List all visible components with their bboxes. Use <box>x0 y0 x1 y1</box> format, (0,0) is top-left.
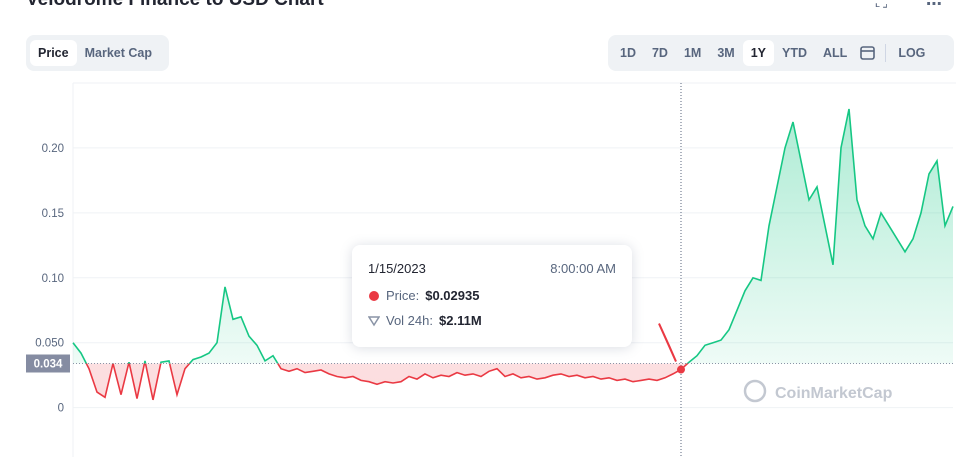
price-line-above <box>72 108 954 364</box>
watermark: CoinMarketCap <box>775 385 893 402</box>
range-button[interactable]: YTD <box>782 46 808 60</box>
arrow <box>658 323 677 362</box>
tooltip: 1/15/2023 8:00:00 AM Price: $0.02935 Vol… <box>352 245 632 347</box>
tooltip-price-row: Price: $0.02935 <box>368 288 479 303</box>
range-button[interactable]: 1Y <box>742 40 775 66</box>
y-tick-label: 0 <box>58 403 64 415</box>
tooltip-volume-label: Vol 24h: <box>386 313 433 328</box>
price-dot <box>369 290 379 301</box>
range-button[interactable]: 7D <box>651 46 668 60</box>
calendar-icon[interactable] <box>855 44 881 62</box>
area-above <box>73 109 953 364</box>
price-line-below <box>85 363 689 401</box>
range-group: 1D 7D 1M 3M 1Y YTD ALL LOG <box>608 35 954 71</box>
more-icon[interactable]: ⋯ <box>926 0 942 13</box>
tooltip-volume-row: Vol 24h: $2.11M <box>368 313 482 328</box>
log-button[interactable]: LOG <box>898 46 926 60</box>
tooltip-time: 8:00:00 AM <box>550 261 616 276</box>
separator <box>885 44 887 62</box>
hover-point <box>677 365 685 374</box>
fullscreen-icon[interactable]: ⛶ <box>876 0 888 11</box>
baseline-label: 0.034 <box>34 359 63 371</box>
tooltip-price-label: Price: <box>386 288 420 303</box>
range-button[interactable]: 3M <box>717 46 735 60</box>
tooltip-date: 1/15/2023 <box>368 261 426 276</box>
range-button[interactable]: 1D <box>620 46 636 60</box>
y-tick-label: 0.15 <box>42 208 64 220</box>
watermark-logo <box>743 379 767 403</box>
volume-icon <box>368 315 380 326</box>
y-tick-label: 0.050 <box>35 338 64 350</box>
tab[interactable]: Market Cap <box>84 46 152 60</box>
range-button[interactable]: 1M <box>683 46 702 60</box>
y-tick-label: 0.10 <box>42 273 64 285</box>
range-button[interactable]: ALL <box>823 46 848 60</box>
tab-group: Price Market Cap <box>26 35 169 71</box>
tooltip-price: $0.02935 <box>425 288 480 303</box>
page-title: Velodrome Finance to USD Chart <box>26 0 324 11</box>
baseline-label-bg <box>26 354 70 373</box>
tooltip-volume: $2.11M <box>439 313 482 328</box>
y-tick-label: 0.20 <box>42 143 64 155</box>
area-below <box>73 363 953 400</box>
tab[interactable]: Price <box>30 40 77 66</box>
